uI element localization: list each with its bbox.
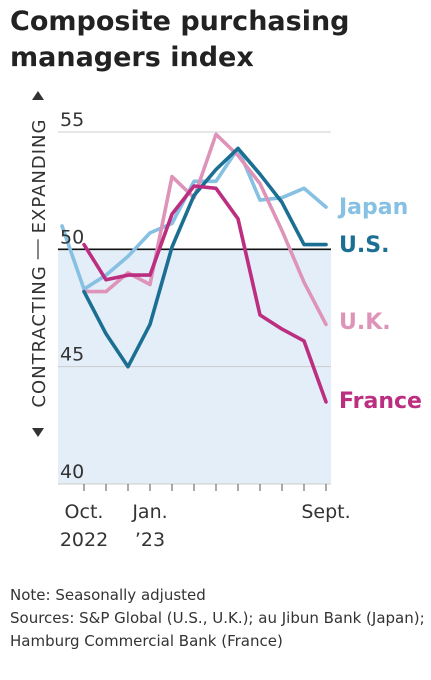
x-tick-label: Jan.	[131, 501, 167, 523]
y-tick-label: 55	[60, 109, 84, 131]
y-tick-label: 50	[60, 226, 84, 248]
down-arrow-icon	[32, 428, 44, 437]
series-line-japan	[60, 146, 328, 292]
labels: 55 50 45 40 Oct. 2022 Jan. ’23 Sept. EXPANDING CON…	[29, 91, 422, 551]
series-label: U.S.	[339, 233, 389, 258]
footnotes: Note: Seasonally adjusted Sources: S&P G…	[10, 584, 425, 653]
series-lines	[60, 132, 328, 404]
series-label: France	[339, 389, 422, 414]
up-arrow-icon	[32, 91, 44, 100]
gridlines	[58, 131, 331, 491]
sources-text: Sources: S&P Global (U.S., U.K.); au Jib…	[10, 609, 425, 650]
chart-title: Composite purchasing managers index	[10, 6, 350, 73]
series-label: Japan	[337, 195, 408, 220]
series-line-france	[82, 184, 328, 404]
y-tick-label: 40	[60, 461, 84, 483]
series-label: U.K.	[339, 310, 391, 335]
series-line-us	[82, 146, 328, 369]
contracting-label: CONTRACTING	[29, 265, 50, 407]
x-tick-label: 2022	[60, 529, 108, 551]
x-tick-label: Sept.	[301, 501, 350, 523]
pmi-chart: 55 50 45 40 Oct. 2022 Jan. ’23 Sept. EXPANDING CON…	[29, 91, 422, 551]
expanding-label: EXPANDING	[29, 119, 50, 234]
y-tick-label: 45	[60, 344, 84, 366]
x-tick-label: ’23	[135, 529, 165, 551]
note-text: Note: Seasonally adjusted	[10, 586, 206, 604]
x-tick-label: Oct.	[65, 501, 104, 523]
